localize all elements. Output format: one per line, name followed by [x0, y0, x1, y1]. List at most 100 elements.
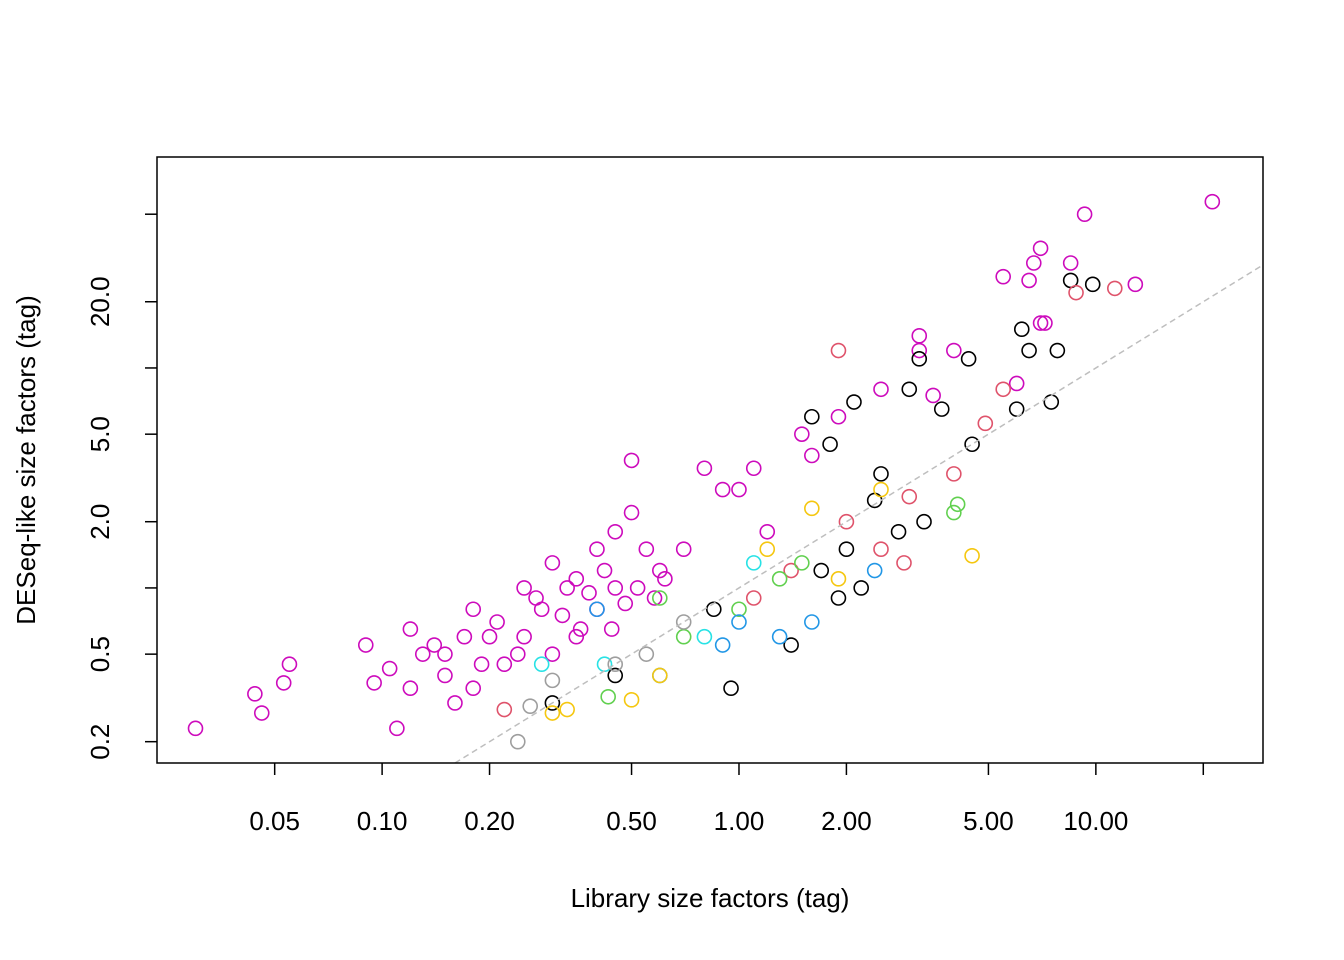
point	[916, 513, 932, 530]
point	[381, 660, 398, 677]
point	[559, 701, 575, 718]
point	[783, 637, 799, 653]
point	[1204, 193, 1221, 210]
point	[745, 555, 762, 571]
point	[426, 637, 443, 653]
point	[629, 580, 646, 596]
point	[1013, 321, 1030, 338]
point	[596, 562, 613, 579]
point	[247, 686, 263, 702]
point	[960, 351, 977, 367]
point	[890, 523, 907, 540]
x-tick-label: 0.10	[357, 806, 408, 836]
point	[964, 547, 980, 564]
point	[1049, 342, 1066, 359]
point	[568, 628, 585, 645]
point	[714, 637, 731, 653]
point	[544, 695, 561, 711]
point	[516, 628, 532, 645]
point	[1021, 342, 1037, 359]
point	[437, 646, 453, 662]
y-tick-label: 0.2	[85, 724, 115, 760]
point	[544, 705, 561, 721]
y-tick-label: 5.0	[85, 416, 115, 452]
point	[873, 466, 889, 482]
point	[516, 580, 532, 596]
point	[1037, 315, 1053, 331]
point	[366, 675, 382, 691]
point	[1032, 240, 1049, 257]
point	[933, 401, 950, 417]
point	[652, 590, 668, 606]
point	[1084, 276, 1101, 293]
point	[465, 680, 482, 697]
point	[544, 646, 561, 662]
x-tick-label: 0.05	[249, 806, 300, 836]
x-tick-label: 5.00	[963, 806, 1014, 836]
point	[866, 562, 883, 579]
point	[745, 590, 762, 606]
point	[496, 656, 513, 673]
point	[581, 585, 597, 601]
y-tick-label: 0.5	[85, 636, 115, 672]
point	[657, 571, 673, 587]
point	[830, 342, 847, 359]
point	[783, 562, 799, 579]
point	[623, 452, 640, 469]
point	[489, 614, 505, 630]
point	[911, 342, 928, 359]
point	[946, 342, 962, 359]
point	[607, 523, 624, 540]
point	[607, 656, 624, 673]
point	[873, 381, 889, 398]
point	[1068, 284, 1084, 301]
point	[804, 500, 820, 517]
point	[1043, 394, 1060, 410]
point	[804, 447, 820, 464]
point	[896, 555, 912, 571]
point	[977, 415, 994, 432]
point	[275, 675, 292, 691]
point	[949, 496, 966, 513]
point	[589, 601, 605, 618]
point	[465, 601, 482, 618]
point	[1076, 206, 1093, 223]
point	[1107, 280, 1123, 297]
point	[481, 628, 498, 645]
point	[623, 692, 640, 708]
point	[705, 601, 722, 618]
point	[873, 481, 889, 498]
point	[652, 667, 668, 684]
point	[509, 646, 526, 662]
point	[607, 580, 624, 596]
point	[866, 492, 883, 509]
point	[1127, 276, 1144, 293]
point	[281, 656, 298, 673]
point	[901, 381, 918, 398]
x-axis-label: Library size factors (tag)	[571, 883, 850, 913]
point	[853, 580, 869, 596]
point	[804, 614, 820, 630]
y-tick-label: 20.0	[85, 276, 115, 327]
point	[589, 541, 605, 557]
point	[1025, 255, 1042, 271]
point	[794, 555, 810, 571]
point	[568, 571, 585, 587]
point	[528, 590, 544, 606]
point	[745, 460, 762, 477]
point	[187, 720, 204, 737]
point	[1032, 315, 1049, 331]
point	[873, 541, 889, 557]
identity-line	[454, 264, 1264, 764]
point	[723, 680, 739, 697]
point	[759, 523, 776, 540]
x-tick-label: 0.20	[464, 806, 515, 836]
point	[696, 460, 713, 477]
point	[714, 481, 731, 498]
point	[402, 621, 419, 637]
point	[771, 628, 788, 645]
y-tick-label: 2.0	[85, 504, 115, 540]
point	[846, 394, 862, 410]
x-tick-label: 0.50	[606, 806, 657, 836]
point	[600, 688, 616, 705]
